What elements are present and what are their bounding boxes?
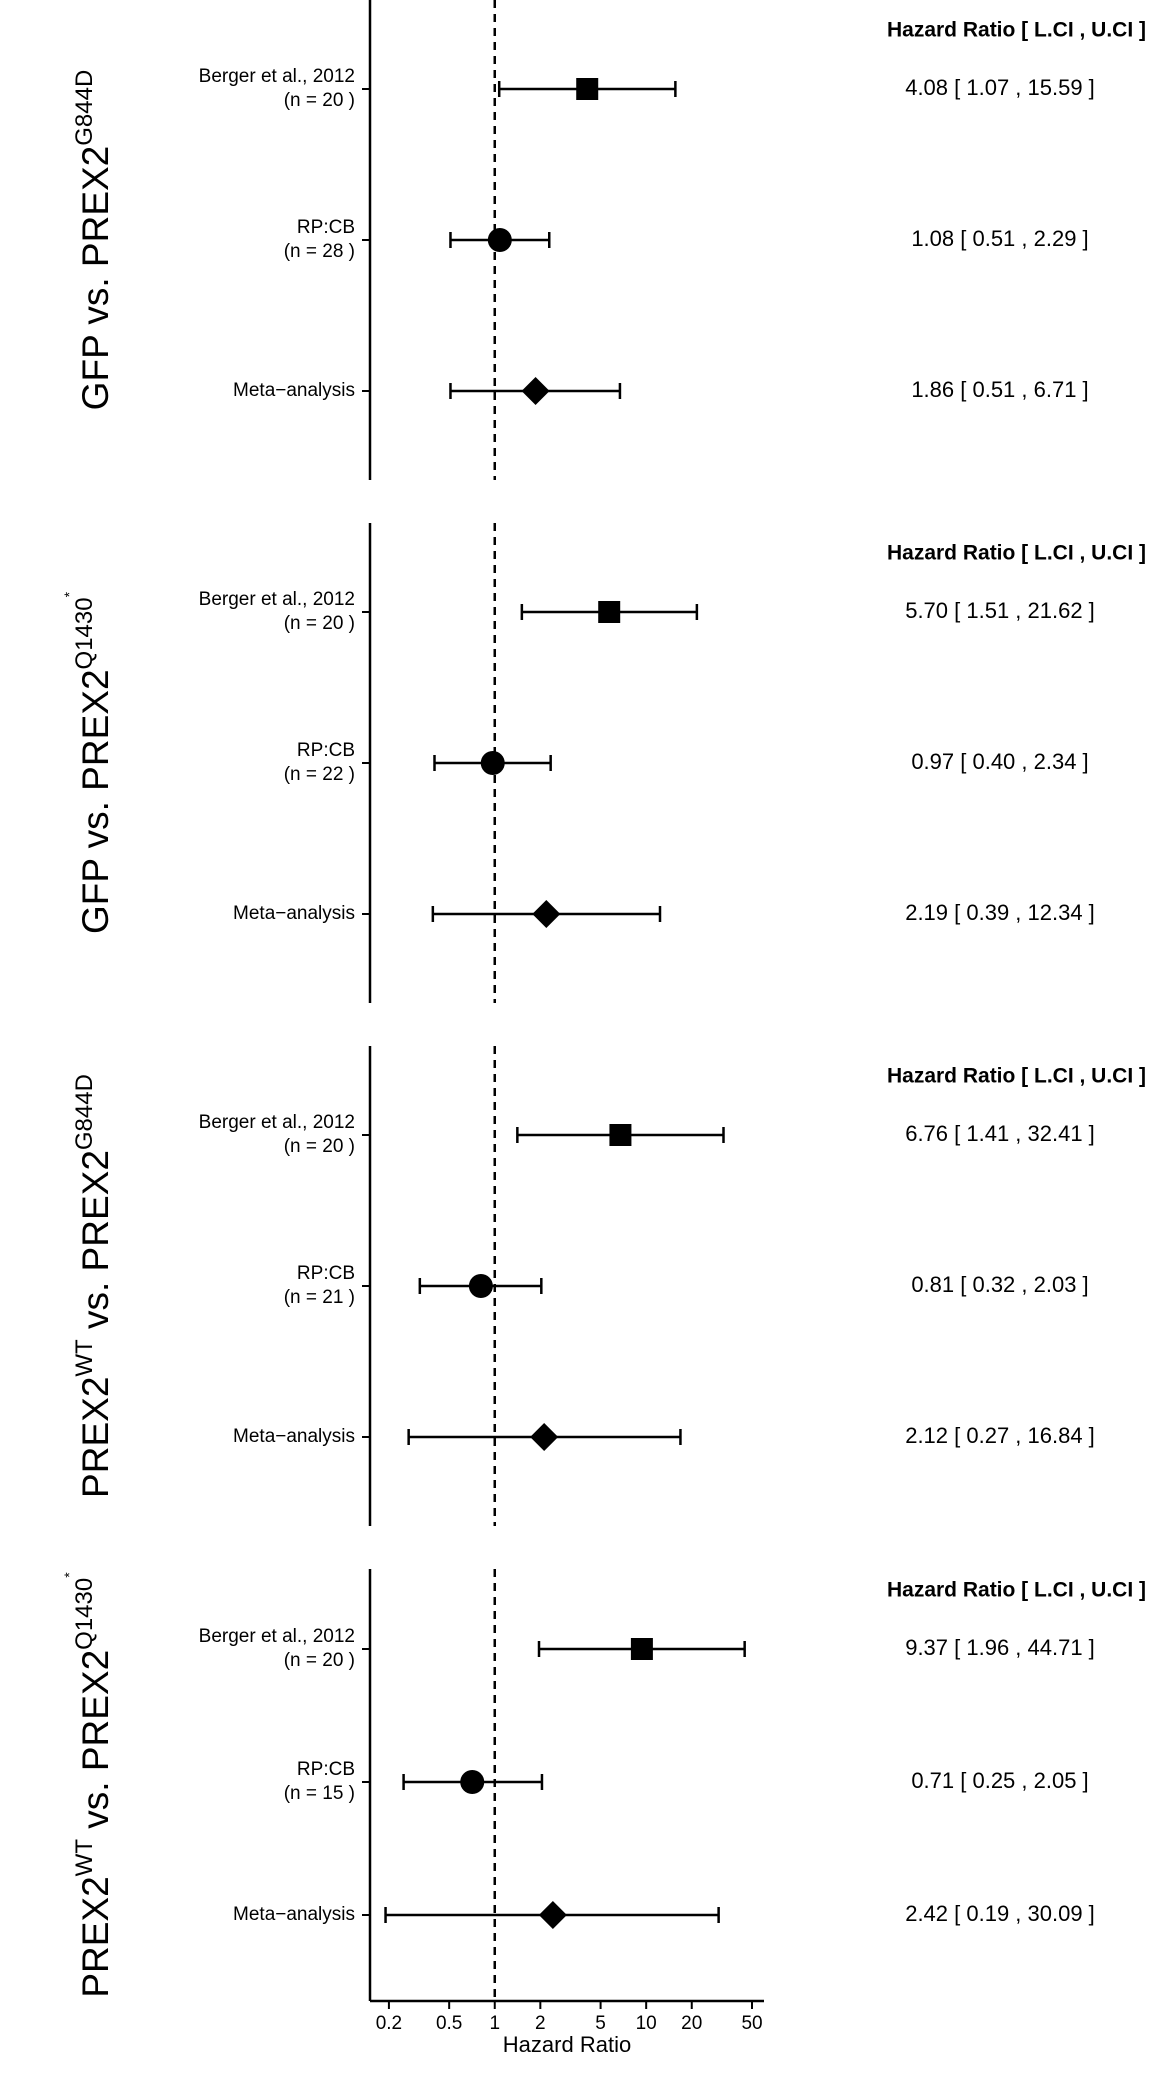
study-label: RP:CB bbox=[297, 1263, 355, 1284]
n-label: (n = 20 ) bbox=[284, 90, 355, 111]
point-square bbox=[576, 78, 599, 100]
title-text: vs. PREX2 bbox=[75, 1150, 116, 1339]
column-header: Hazard Ratio [ L.CI , U.CI ] bbox=[887, 1579, 1146, 1602]
study-label: Berger et al., 2012 bbox=[199, 66, 355, 87]
hr-label: 0.81 [ 0.32 , 2.03 ] bbox=[911, 1272, 1088, 1297]
study-label: Meta−analysis bbox=[233, 1426, 355, 1447]
column-header: Hazard Ratio [ L.CI , U.CI ] bbox=[887, 19, 1146, 42]
point-circle bbox=[487, 228, 512, 252]
study-label: Berger et al., 2012 bbox=[199, 1626, 355, 1647]
n-label: (n = 20 ) bbox=[284, 613, 355, 634]
point-diamond bbox=[530, 1423, 559, 1451]
title-sup: G844D bbox=[71, 1074, 98, 1150]
hr-label: 4.08 [ 1.07 , 15.59 ] bbox=[905, 75, 1095, 100]
study-label: Meta−analysis bbox=[233, 380, 355, 401]
panel-title: PREX2WT vs. PREX2G844D bbox=[71, 1074, 116, 1498]
title-sup: G844D bbox=[71, 70, 98, 146]
hr-label: 5.70 [ 1.51 , 21.62 ] bbox=[905, 598, 1095, 623]
study-label: RP:CB bbox=[297, 1759, 355, 1780]
point-diamond bbox=[532, 900, 561, 928]
hr-label: 2.19 [ 0.39 , 12.34 ] bbox=[905, 900, 1095, 925]
panel-title: GFP vs. PREX2Q1430* bbox=[61, 591, 116, 934]
title-text: GFP vs. PREX2 bbox=[75, 669, 116, 934]
hr-label: 2.42 [ 0.19 , 30.09 ] bbox=[905, 1901, 1095, 1926]
hr-label: 2.12 [ 0.27 , 16.84 ] bbox=[905, 1423, 1095, 1448]
point-circle bbox=[468, 1274, 493, 1298]
n-label: (n = 20 ) bbox=[284, 1136, 355, 1157]
study-label: Berger et al., 2012 bbox=[199, 589, 355, 610]
point-square bbox=[598, 601, 621, 623]
x-axis-title: Hazard Ratio bbox=[503, 2032, 631, 2057]
x-tick-label: 50 bbox=[741, 2013, 762, 2034]
point-diamond bbox=[521, 377, 550, 405]
x-tick-label: 0.5 bbox=[436, 2013, 462, 2034]
x-tick-label: 20 bbox=[681, 2013, 702, 2034]
n-label: (n = 28 ) bbox=[284, 241, 355, 262]
hr-label: 6.76 [ 1.41 , 32.41 ] bbox=[905, 1121, 1095, 1146]
title-text: vs. PREX2 bbox=[75, 1650, 116, 1839]
hr-label: 1.08 [ 0.51 , 2.29 ] bbox=[911, 226, 1088, 251]
hr-label: 0.97 [ 0.40 , 2.34 ] bbox=[911, 749, 1088, 774]
point-diamond bbox=[538, 1901, 567, 1929]
study-label: Meta−analysis bbox=[233, 903, 355, 924]
n-label: (n = 20 ) bbox=[284, 1650, 355, 1671]
title-sup2: * bbox=[61, 591, 77, 597]
panel-title: GFP vs. PREX2G844D bbox=[71, 70, 116, 411]
x-tick-label: 5 bbox=[595, 2013, 606, 2034]
hr-label: 9.37 [ 1.96 , 44.71 ] bbox=[905, 1635, 1095, 1660]
study-label: Berger et al., 2012 bbox=[199, 1112, 355, 1133]
column-header: Hazard Ratio [ L.CI , U.CI ] bbox=[887, 1065, 1146, 1088]
hr-label: 1.86 [ 0.51 , 6.71 ] bbox=[911, 377, 1088, 402]
title-text: PREX2 bbox=[75, 1876, 116, 1997]
title-sup: Q1430 bbox=[71, 597, 98, 669]
n-label: (n = 15 ) bbox=[284, 1783, 355, 1804]
title-sup: Q1430 bbox=[71, 1578, 98, 1650]
study-label: RP:CB bbox=[297, 740, 355, 761]
study-label: RP:CB bbox=[297, 217, 355, 238]
point-circle bbox=[460, 1770, 485, 1794]
n-label: (n = 21 ) bbox=[284, 1287, 355, 1308]
point-circle bbox=[480, 751, 505, 775]
point-square bbox=[609, 1124, 632, 1146]
title-sup: WT bbox=[71, 1339, 98, 1377]
title-text: PREX2 bbox=[75, 1377, 116, 1498]
panel-title: PREX2WT vs. PREX2Q1430* bbox=[61, 1572, 116, 1998]
study-label: Meta−analysis bbox=[233, 1904, 355, 1925]
title-sup2: * bbox=[61, 1572, 77, 1578]
hr-label: 0.71 [ 0.25 , 2.05 ] bbox=[911, 1768, 1088, 1793]
n-label: (n = 22 ) bbox=[284, 764, 355, 785]
x-tick-label: 2 bbox=[535, 2013, 546, 2034]
title-sup: WT bbox=[71, 1839, 98, 1877]
column-header: Hazard Ratio [ L.CI , U.CI ] bbox=[887, 542, 1146, 565]
x-tick-label: 10 bbox=[636, 2013, 657, 2034]
title-text: GFP vs. PREX2 bbox=[75, 146, 116, 411]
x-tick-label: 0.2 bbox=[376, 2013, 402, 2034]
point-square bbox=[630, 1638, 653, 1660]
x-tick-label: 1 bbox=[489, 2013, 500, 2034]
